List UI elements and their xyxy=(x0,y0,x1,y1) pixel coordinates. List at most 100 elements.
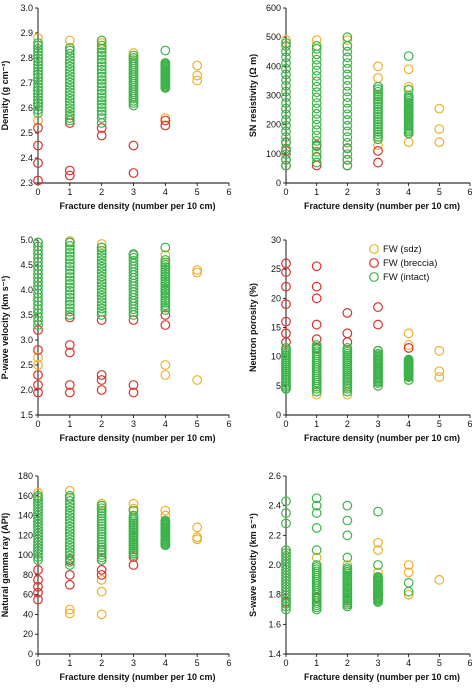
data-point-intact xyxy=(64,550,75,561)
y-tick-label: 1.8 xyxy=(268,590,281,600)
data-point-intact xyxy=(373,129,383,140)
data-point-intact xyxy=(96,526,107,537)
data-point-intact xyxy=(33,79,43,89)
data-point-sdz xyxy=(192,75,203,86)
data-point-intact xyxy=(64,275,75,286)
data-point-intact xyxy=(311,157,322,168)
data-point-sdz xyxy=(192,60,203,71)
y-tick-label: 2.5 xyxy=(20,128,33,138)
x-tick-label: 1 xyxy=(67,187,72,197)
data-point-sdz xyxy=(403,137,414,148)
data-point-intact xyxy=(64,258,75,269)
data-point-intact xyxy=(64,77,75,88)
legend-label-sdz: FW (sdz) xyxy=(383,244,422,255)
data-point-intact xyxy=(281,86,291,97)
data-point-intact xyxy=(33,75,43,86)
y-tick-label: 2.9 xyxy=(20,28,33,38)
data-point-breccia xyxy=(128,380,139,390)
y-tick-label: 100 xyxy=(18,550,33,560)
data-point-sdz xyxy=(33,33,43,43)
data-point-intact xyxy=(342,109,353,120)
data-point-breccia xyxy=(96,375,107,385)
data-point-intact xyxy=(281,508,291,518)
data-point-intact xyxy=(96,297,107,308)
y-tick-label: 1.6 xyxy=(268,619,281,629)
data-point-intact xyxy=(281,160,291,171)
data-point-intact xyxy=(403,105,414,115)
data-point-intact xyxy=(64,55,75,66)
data-point-breccia xyxy=(96,565,107,575)
data-point-intact xyxy=(64,518,75,529)
data-point-intact xyxy=(33,261,43,271)
data-point-sdz xyxy=(403,340,414,350)
data-point-sdz xyxy=(96,586,107,597)
data-point-intact xyxy=(160,78,171,88)
data-point-sdz xyxy=(33,352,43,363)
y-axis-title: P-wave velocity (km s⁻¹) xyxy=(0,276,10,380)
data-point-intact xyxy=(373,126,383,137)
data-point-intact xyxy=(342,143,353,154)
data-point-sdz xyxy=(434,345,445,356)
x-tick-label: 3 xyxy=(131,187,136,197)
data-point-intact xyxy=(342,160,353,171)
data-point-intact xyxy=(281,80,291,91)
data-point-sdz xyxy=(434,124,445,134)
data-point-sdz xyxy=(192,265,203,275)
data-point-sdz xyxy=(33,487,43,498)
data-point-intact xyxy=(311,41,322,51)
data-point-intact xyxy=(96,95,107,106)
data-point-intact xyxy=(64,109,75,120)
data-point-intact xyxy=(281,518,291,529)
data-point-intact xyxy=(96,300,107,311)
data-point-intact xyxy=(64,521,75,532)
data-point-sdz xyxy=(160,360,171,370)
y-tick-label: 0 xyxy=(276,178,281,188)
y-tick-label: 600 xyxy=(266,3,281,13)
x-tick-label: 4 xyxy=(406,658,411,668)
data-point-intact xyxy=(160,274,171,284)
data-point-intact xyxy=(33,241,43,252)
data-point-sdz xyxy=(403,64,414,75)
panel-natural-gamma-ray: 0 1 2 3 4 5 6020406080100120140160180Fracture … xyxy=(0,471,232,682)
y-tick-label: 25 xyxy=(271,264,281,274)
data-point-sdz xyxy=(434,137,445,148)
data-point-breccia xyxy=(64,579,75,590)
data-point-breccia xyxy=(96,385,107,395)
data-point-intact xyxy=(64,68,75,78)
data-point-intact xyxy=(373,89,383,100)
data-point-intact xyxy=(281,103,291,114)
data-point-breccia xyxy=(64,347,75,358)
data-point-sdz xyxy=(281,35,291,45)
x-tick-label: 0 xyxy=(35,419,40,429)
data-point-intact xyxy=(33,82,43,93)
data-point-intact xyxy=(96,521,107,532)
data-point-intact xyxy=(96,549,107,560)
data-point-intact xyxy=(160,540,171,551)
data-point-intact xyxy=(281,38,291,48)
data-point-sdz xyxy=(96,574,107,585)
data-point-intact xyxy=(96,310,107,320)
data-point-sdz xyxy=(160,250,171,260)
data-point-intact xyxy=(281,143,291,154)
data-point-intact xyxy=(33,63,43,73)
data-point-breccia xyxy=(342,308,353,318)
data-point-intact xyxy=(311,108,322,119)
data-point-breccia xyxy=(342,328,353,339)
data-point-intact xyxy=(281,63,291,74)
data-point-intact xyxy=(96,547,107,558)
data-point-intact xyxy=(64,537,75,548)
data-point-breccia xyxy=(160,120,171,131)
data-point-breccia xyxy=(373,319,383,330)
data-point-intact xyxy=(33,59,43,70)
data-point-intact xyxy=(342,154,353,165)
x-tick-label: 5 xyxy=(437,658,442,668)
data-point-intact xyxy=(373,131,383,142)
data-point-intact xyxy=(96,92,107,103)
data-point-intact xyxy=(96,50,107,61)
data-point-intact xyxy=(64,306,75,317)
data-point-intact xyxy=(64,540,75,551)
y-axis-title: Neutron porosity (%) xyxy=(248,283,258,372)
data-point-intact xyxy=(64,90,75,101)
data-point-intact xyxy=(160,269,171,280)
data-point-intact xyxy=(33,40,43,51)
